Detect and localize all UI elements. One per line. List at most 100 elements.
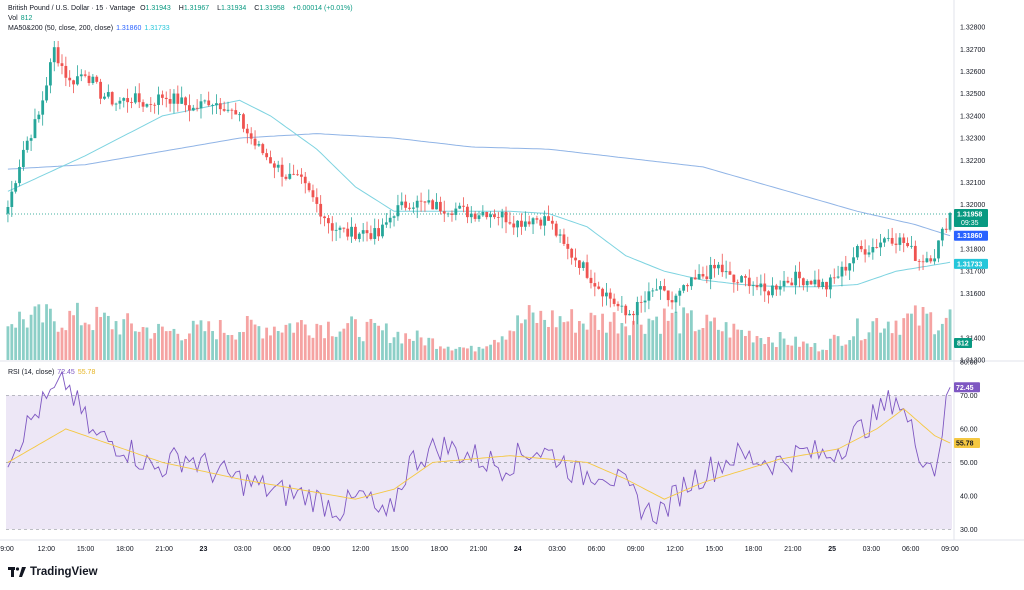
volume-bar: [520, 323, 523, 360]
volume-bar: [512, 331, 516, 360]
volume-bar: [894, 320, 898, 360]
candle-body: [558, 234, 562, 236]
time-tick-label: 12:00: [38, 546, 56, 553]
rsi-tick-label: 60.00: [960, 426, 978, 433]
volume-bar: [724, 322, 728, 360]
candle-body: [226, 109, 230, 111]
volume-bar: [751, 342, 755, 360]
candle-body: [261, 144, 265, 154]
candle-body: [821, 281, 825, 287]
candle-body: [662, 286, 666, 291]
last-price-tag-countdown: 09:35: [961, 220, 979, 227]
price-tick-label: 1.31300: [960, 358, 985, 365]
volume-bar: [83, 322, 87, 360]
candle-body: [45, 85, 48, 101]
candle-body: [635, 301, 639, 316]
volume-bar: [203, 331, 207, 360]
volume-bar: [361, 341, 365, 360]
candle-body: [288, 173, 292, 179]
candle-body: [191, 107, 195, 111]
candle-body: [817, 279, 821, 287]
candle-body: [145, 104, 149, 107]
volume-bar: [883, 328, 886, 360]
volume-bar: [890, 333, 894, 360]
volume-bar: [168, 330, 172, 360]
volume-bar: [350, 316, 353, 360]
volume-bar: [369, 318, 373, 360]
volume-bar: [87, 324, 91, 360]
candle-body: [218, 103, 222, 110]
ohlc-low: L1.31934: [217, 5, 247, 12]
ma200-line: [7, 133, 951, 237]
price-tick-label: 1.32700: [960, 47, 985, 54]
volume-bar: [558, 316, 562, 360]
volume-bar: [296, 322, 299, 360]
volume-bar: [809, 346, 813, 360]
candle-body: [670, 300, 674, 303]
volume-bar: [836, 336, 840, 360]
candle-body: [176, 93, 180, 104]
price-tick-label: 1.31400: [960, 335, 985, 342]
volume-bar: [195, 324, 199, 360]
candle-body: [350, 226, 353, 237]
candle-body: [438, 201, 442, 212]
volume-bar: [10, 324, 14, 360]
time-tick-label: 06:00: [902, 546, 920, 553]
volume-bar: [319, 325, 323, 360]
volume-bar: [771, 342, 774, 360]
volume-bar: [381, 330, 384, 360]
candle-body: [805, 281, 809, 286]
volume-bar: [477, 346, 481, 360]
volume-bar: [686, 313, 689, 360]
candle-body: [933, 258, 937, 262]
candle-body: [168, 99, 172, 104]
volume-bar: [118, 334, 122, 360]
volume-bar: [384, 323, 388, 360]
volume-bar: [639, 324, 643, 360]
candle-body: [801, 278, 805, 286]
volume-bar: [697, 329, 701, 360]
candle-body: [230, 109, 234, 111]
volume-bar: [141, 327, 145, 360]
volume-bar: [218, 320, 222, 360]
volume-bar: [342, 328, 346, 360]
volume-bar: [56, 331, 60, 360]
candle-body: [292, 173, 296, 175]
candle-body: [203, 100, 207, 102]
volume-bar: [91, 330, 95, 360]
price-tick-label: 1.31800: [960, 247, 985, 254]
volume-bar: [720, 331, 724, 360]
time-tick-label: 21:00: [784, 546, 802, 553]
volume-bar: [647, 318, 651, 360]
volume-bar: [570, 309, 574, 360]
candle-body: [550, 220, 554, 224]
volume-bar: [693, 331, 697, 360]
candle-body: [400, 201, 404, 206]
candle-body: [890, 237, 894, 244]
volume-bar: [624, 326, 628, 360]
candle-body: [72, 80, 75, 85]
candle-body: [620, 305, 624, 307]
candle-body: [520, 220, 523, 227]
candle-body: [547, 216, 550, 221]
volume-bar: [774, 347, 778, 360]
volume-bar: [188, 333, 191, 360]
time-tick-label: 18:00: [430, 546, 448, 553]
candle-body: [83, 74, 87, 76]
candle-body: [18, 166, 21, 184]
candle-body: [10, 191, 14, 207]
candle-body: [925, 258, 929, 263]
candle-body: [133, 93, 137, 103]
candle-body: [79, 74, 83, 77]
candle-body: [674, 295, 678, 303]
candle-body: [859, 246, 863, 250]
candle-body: [141, 102, 145, 107]
candle-body: [535, 218, 539, 220]
candle-body: [879, 242, 882, 248]
candle-body: [863, 249, 867, 255]
candle-body: [898, 237, 902, 245]
volume-bar: [863, 338, 867, 360]
volume-bar: [145, 327, 149, 360]
candle-body: [512, 223, 516, 228]
